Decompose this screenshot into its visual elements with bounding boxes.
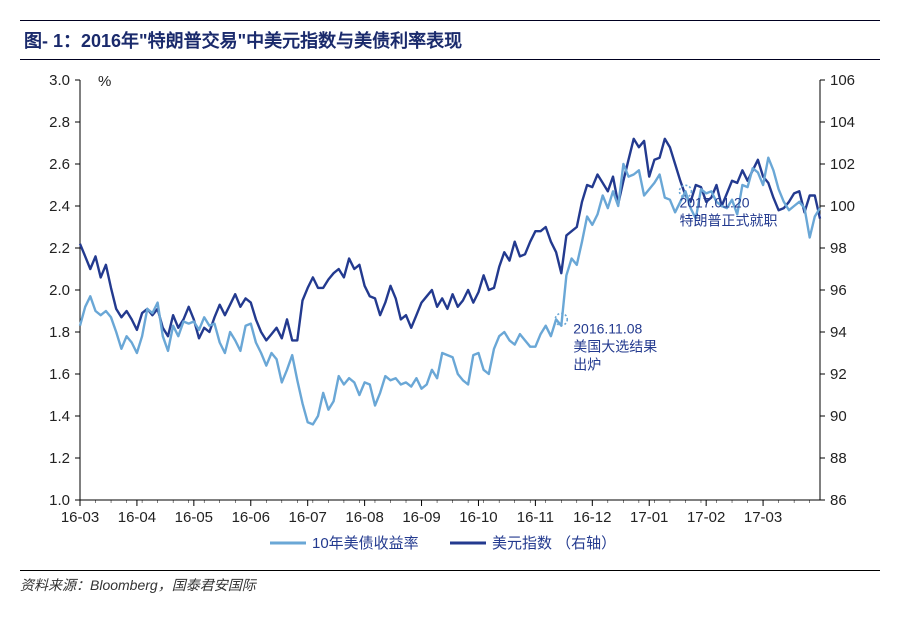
annotation-text: 美国大选结果 [573, 338, 657, 354]
svg-text:3.0: 3.0 [49, 72, 70, 89]
svg-text:88: 88 [830, 450, 847, 467]
svg-text:2.6: 2.6 [49, 156, 70, 173]
svg-text:106: 106 [830, 72, 855, 89]
svg-text:1.8: 1.8 [49, 324, 70, 341]
svg-text:16-08: 16-08 [345, 509, 383, 526]
line-chart-svg: 1.0 1.2 1.4 1.6 1.8 2.0 2.2 2.4 2.6 2.8 3.0% 86 88 90… [20, 60, 880, 570]
annotation-text: 特朗普正式就职 [679, 212, 777, 228]
svg-text:16-09: 16-09 [402, 509, 440, 526]
svg-text:16-11: 16-11 [517, 509, 554, 526]
chart-area: 1.0 1.2 1.4 1.6 1.8 2.0 2.2 2.4 2.6 2.8 3.0% 86 88 90… [20, 60, 880, 570]
legend-label: 美元指数 （右轴） [492, 535, 616, 552]
svg-text:1.6: 1.6 [49, 366, 70, 383]
svg-text:16-05: 16-05 [175, 509, 213, 526]
svg-text:1.2: 1.2 [49, 450, 70, 467]
svg-text:96: 96 [830, 282, 847, 299]
figure-source: 资料来源：Bloomberg，国泰君安国际 [20, 570, 880, 595]
svg-text:86: 86 [830, 492, 847, 509]
svg-text:104: 104 [830, 114, 855, 131]
svg-text:100: 100 [830, 198, 855, 215]
annotation-text: 2017.01.20 [679, 194, 749, 210]
svg-text:2.4: 2.4 [49, 198, 70, 215]
svg-text:1.0: 1.0 [49, 492, 70, 509]
svg-text:16-06: 16-06 [232, 509, 270, 526]
svg-text:94: 94 [830, 324, 847, 341]
svg-text:17-03: 17-03 [744, 509, 782, 526]
svg-text:2.2: 2.2 [49, 240, 70, 257]
svg-text:92: 92 [830, 366, 847, 383]
svg-text:98: 98 [830, 240, 847, 257]
annotation-text: 出炉 [573, 356, 601, 372]
annotation-text: 2016.11.08 [573, 320, 642, 336]
svg-text:16-03: 16-03 [61, 509, 99, 526]
svg-text:16-07: 16-07 [289, 509, 327, 526]
svg-text:16-04: 16-04 [118, 509, 156, 526]
svg-text:90: 90 [830, 408, 847, 425]
svg-text:102: 102 [830, 156, 855, 173]
legend-label: 10年美债收益率 [312, 535, 419, 552]
svg-text:2.8: 2.8 [49, 114, 70, 131]
figure-title: 图- 1：2016年"特朗普交易"中美元指数与美债利率表现 [20, 20, 880, 60]
svg-text:2.0: 2.0 [49, 282, 70, 299]
svg-text:17-02: 17-02 [687, 509, 725, 526]
svg-text:1.4: 1.4 [49, 408, 70, 425]
svg-text:16-12: 16-12 [573, 509, 611, 526]
svg-text:%: % [98, 73, 111, 90]
svg-text:16-10: 16-10 [459, 509, 497, 526]
svg-text:17-01: 17-01 [630, 509, 668, 526]
